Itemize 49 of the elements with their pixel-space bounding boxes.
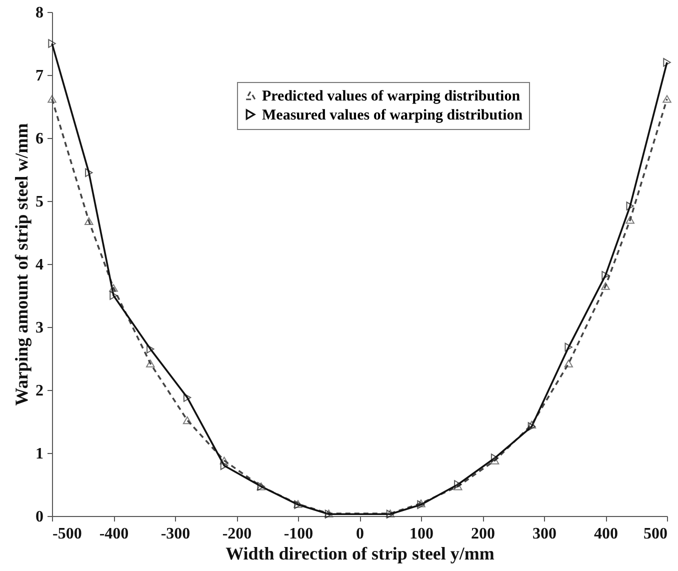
point — [110, 291, 118, 300]
legend-label: Predicted values of warping distribution — [262, 88, 521, 104]
point — [109, 284, 118, 292]
x-tick-label: 200 — [471, 526, 495, 542]
y-tick-label: 4 — [36, 256, 44, 274]
point — [454, 482, 462, 490]
point — [662, 95, 672, 103]
point — [490, 454, 499, 462]
point — [528, 422, 536, 431]
point — [527, 420, 536, 429]
point — [84, 217, 94, 226]
point — [85, 168, 93, 178]
point — [220, 461, 228, 470]
x-tick-label: -200 — [222, 526, 252, 542]
point — [601, 282, 610, 290]
legend-label: Measured values of warping distribution — [262, 108, 524, 124]
point — [564, 342, 572, 352]
x-tick-label: -400 — [99, 526, 129, 542]
x-tick-label: 500 — [644, 526, 668, 542]
point — [663, 58, 671, 67]
y-tick-label: 7 — [36, 68, 44, 84]
x-tick-label: 400 — [594, 526, 618, 542]
y-tick-label: 1 — [36, 446, 44, 462]
y-tick-label: 2 — [36, 382, 44, 400]
point — [182, 416, 192, 424]
y-tick-label: 5 — [36, 194, 44, 210]
y-tick-label: 3 — [36, 320, 44, 336]
y-tick-label: 0 — [36, 508, 44, 526]
point — [183, 393, 192, 402]
point — [146, 360, 155, 368]
x-tick-label: 0 — [356, 526, 364, 542]
point — [626, 216, 634, 224]
x-tick-label: -500 — [52, 526, 82, 542]
point — [564, 360, 573, 368]
point — [602, 270, 610, 280]
y-tick-label: 8 — [36, 4, 44, 22]
point — [48, 39, 56, 48]
x-axis-title: Width direction of strip steel y/mm — [226, 544, 494, 564]
point — [220, 456, 229, 464]
point — [146, 344, 154, 354]
x-tick-label: -300 — [160, 526, 190, 542]
x-tick-label: 300 — [532, 526, 556, 542]
point — [490, 456, 500, 464]
y-tick-label: 6 — [36, 130, 44, 148]
y-axis-title: Warping amount of strip steel w/mm — [12, 123, 32, 406]
x-tick-label: -100 — [284, 526, 314, 542]
x-tick-label: 100 — [410, 526, 434, 542]
point — [626, 202, 634, 210]
point — [48, 95, 56, 103]
